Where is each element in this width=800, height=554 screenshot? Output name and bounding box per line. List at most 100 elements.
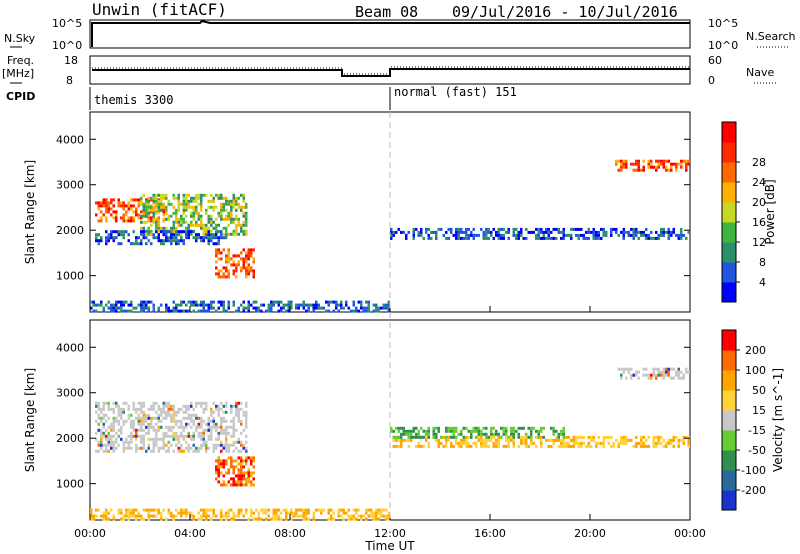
- heatmap-cell: [675, 162, 678, 166]
- heatmap-cell: [467, 233, 470, 237]
- heatmap-cell: [112, 407, 115, 411]
- heatmap-cell: [595, 444, 598, 448]
- heatmap-cell: [235, 401, 238, 405]
- heatmap-cell: [150, 422, 153, 426]
- heatmap-cell: [595, 233, 598, 237]
- heatmap-cell: [462, 230, 465, 234]
- heatmap-cell: [95, 309, 98, 313]
- heatmap-cell: [640, 441, 643, 445]
- heatmap-cell: [210, 300, 213, 304]
- heatmap-cell: [615, 438, 618, 442]
- heatmap-cell: [240, 462, 243, 466]
- heatmap-cell: [452, 429, 455, 433]
- heatmap-cell: [207, 437, 210, 441]
- heatmap-cell: [222, 309, 225, 313]
- heatmap-cell: [307, 508, 310, 512]
- heatmap-cell: [142, 236, 145, 240]
- heatmap-cell: [627, 438, 630, 442]
- heatmap-cell: [150, 407, 153, 411]
- heatmap-cell: [222, 483, 225, 487]
- heatmap-cell: [677, 233, 680, 237]
- heatmap-cell: [202, 508, 205, 512]
- heatmap-cell: [137, 213, 140, 217]
- heatmap-cell: [620, 441, 623, 445]
- heatmap-cell: [272, 514, 275, 518]
- heatmap-cell: [570, 233, 573, 237]
- heatmap-cell: [290, 517, 293, 521]
- heatmap-cell: [175, 306, 178, 310]
- heatmap-cell: [217, 306, 220, 310]
- heatmap-cell: [150, 300, 153, 304]
- heatmap-cell: [187, 413, 190, 417]
- colorbar-tick-label: -50: [748, 444, 766, 457]
- heatmap-cell: [500, 236, 503, 240]
- freq-trace: [92, 68, 690, 77]
- heatmap-cell: [190, 205, 193, 209]
- heatmap-cell: [437, 444, 440, 448]
- heatmap-cell: [687, 435, 690, 439]
- heatmap-cell: [190, 434, 193, 438]
- heatmap-cell: [105, 198, 108, 202]
- heatmap-cell: [155, 434, 158, 438]
- heatmap-cell: [200, 416, 203, 420]
- heatmap-cell: [582, 233, 585, 237]
- heatmap-cell: [150, 205, 153, 209]
- heatmap-cell: [492, 444, 495, 448]
- heatmap-cell: [117, 201, 120, 205]
- heatmap-cell: [302, 300, 305, 304]
- heatmap-cell: [352, 303, 355, 307]
- heatmap-cell: [125, 210, 128, 214]
- heatmap-cell: [522, 435, 525, 439]
- heatmap-cell: [465, 426, 468, 430]
- heatmap-cell: [665, 444, 668, 448]
- heatmap-cell: [652, 444, 655, 448]
- heatmap-cell: [162, 440, 165, 444]
- heatmap-cell: [220, 217, 223, 221]
- heatmap-cell: [197, 223, 200, 227]
- heatmap-cell: [530, 426, 533, 430]
- heatmap-cell: [655, 168, 658, 172]
- heatmap-cell: [105, 446, 108, 450]
- heatmap-cell: [237, 471, 240, 475]
- heatmap-cell: [107, 401, 110, 405]
- heatmap-cell: [622, 230, 625, 234]
- heatmap-cell: [162, 226, 165, 230]
- heatmap-cell: [245, 471, 248, 475]
- heatmap-cell: [622, 370, 625, 374]
- heatmap-cell: [167, 413, 170, 417]
- heatmap-cell: [110, 201, 113, 205]
- heatmap-cell: [140, 242, 143, 246]
- heatmap-cell: [675, 168, 678, 172]
- heatmap-cell: [242, 263, 245, 267]
- heatmap-cell: [160, 199, 163, 203]
- heatmap-cell: [600, 441, 603, 445]
- heatmap-cell: [152, 309, 155, 313]
- heatmap-cell: [177, 434, 180, 438]
- heatmap-cell: [157, 449, 160, 453]
- heatmap-cell: [220, 422, 223, 426]
- heatmap-cell: [412, 429, 415, 433]
- heatmap-cell: [112, 443, 115, 447]
- heatmap-cell: [205, 508, 208, 512]
- heatmap-cell: [295, 508, 298, 512]
- heatmap-cell: [235, 404, 238, 408]
- heatmap-cell: [637, 236, 640, 240]
- heatmap-cell: [647, 373, 650, 377]
- heatmap-cell: [387, 309, 390, 313]
- heatmap-cell: [615, 227, 618, 231]
- heatmap-cell: [342, 511, 345, 515]
- heatmap-cell: [277, 508, 280, 512]
- heatmap-cell: [662, 165, 665, 169]
- heatmap-cell: [655, 373, 658, 377]
- heatmap-cell: [575, 227, 578, 231]
- heatmap-cell: [410, 438, 413, 442]
- heatmap-cell: [280, 517, 283, 521]
- heatmap-cell: [215, 468, 218, 472]
- heatmap-cell: [220, 416, 223, 420]
- heatmap-cell: [220, 401, 223, 405]
- heatmap-cell: [365, 309, 368, 313]
- heatmap-cell: [562, 438, 565, 442]
- heatmap-cell: [172, 300, 175, 304]
- heatmap-cell: [102, 517, 105, 521]
- heatmap-cell: [237, 217, 240, 221]
